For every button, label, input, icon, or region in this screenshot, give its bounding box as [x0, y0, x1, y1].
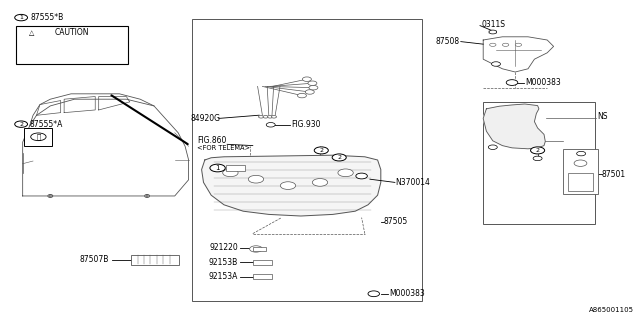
Circle shape [489, 30, 497, 34]
Text: FIG.930: FIG.930 [291, 120, 321, 129]
Circle shape [506, 80, 518, 85]
Circle shape [309, 85, 318, 90]
Circle shape [250, 246, 262, 252]
Circle shape [356, 173, 367, 179]
Circle shape [533, 156, 542, 161]
Circle shape [312, 179, 328, 186]
Text: 2: 2 [19, 122, 23, 127]
Circle shape [31, 133, 46, 141]
Bar [226, 165, 245, 171]
Bar [253, 274, 272, 279]
Text: 2: 2 [319, 148, 323, 153]
Ellipse shape [48, 195, 52, 197]
Circle shape [259, 116, 264, 118]
Circle shape [490, 43, 496, 46]
Text: 87508: 87508 [435, 37, 460, 46]
Text: NS: NS [597, 113, 607, 122]
Circle shape [210, 164, 225, 172]
Circle shape [263, 116, 268, 118]
Circle shape [574, 160, 587, 166]
Text: △: △ [29, 30, 35, 36]
Circle shape [271, 116, 276, 118]
Circle shape [15, 14, 28, 21]
Text: <FOR TELEMA>: <FOR TELEMA> [197, 145, 250, 151]
Text: 0311S: 0311S [481, 20, 506, 28]
Circle shape [248, 175, 264, 183]
Ellipse shape [146, 195, 148, 197]
Circle shape [303, 77, 312, 81]
Text: 87555*B: 87555*B [30, 13, 63, 22]
Bar [568, 173, 593, 191]
Circle shape [515, 43, 522, 46]
Circle shape [488, 145, 497, 149]
Text: 87555*A: 87555*A [29, 120, 63, 129]
Circle shape [577, 151, 586, 156]
Text: 87507B: 87507B [79, 255, 109, 264]
Text: M000383: M000383 [525, 78, 561, 87]
Text: 2: 2 [536, 148, 540, 153]
Text: 921220: 921220 [209, 244, 238, 252]
Circle shape [268, 116, 273, 118]
Bar [483, 102, 595, 224]
Ellipse shape [49, 195, 51, 197]
Circle shape [280, 182, 296, 189]
Circle shape [314, 147, 328, 154]
Circle shape [338, 169, 353, 177]
Circle shape [368, 291, 380, 297]
Circle shape [298, 93, 307, 98]
Bar [253, 247, 266, 251]
Text: CAUTION: CAUTION [54, 28, 89, 37]
Text: FIG.860: FIG.860 [197, 136, 227, 145]
Text: 84920G: 84920G [191, 114, 221, 123]
Circle shape [332, 154, 346, 161]
Bar [563, 149, 598, 194]
Circle shape [266, 123, 275, 127]
Bar [192, 19, 422, 301]
Text: 92153A: 92153A [209, 272, 238, 281]
Text: 2: 2 [337, 155, 341, 160]
Circle shape [492, 62, 500, 66]
Circle shape [15, 121, 28, 127]
Circle shape [223, 169, 238, 177]
Text: A865001105: A865001105 [589, 307, 634, 313]
Ellipse shape [145, 195, 150, 197]
Text: 🔑: 🔑 [36, 133, 40, 140]
Polygon shape [202, 155, 381, 216]
Text: 87501: 87501 [602, 170, 626, 179]
Text: 1: 1 [19, 15, 23, 20]
Bar [253, 260, 272, 265]
Polygon shape [483, 104, 545, 149]
Circle shape [502, 43, 509, 46]
Circle shape [305, 90, 314, 94]
Circle shape [308, 81, 317, 85]
Circle shape [531, 147, 545, 154]
Text: N370014: N370014 [396, 178, 430, 187]
Bar [24, 128, 52, 146]
Text: M000383: M000383 [389, 289, 425, 298]
Bar [131, 255, 179, 265]
Text: 92153B: 92153B [209, 258, 238, 267]
Text: 87505: 87505 [384, 217, 408, 226]
Text: 1: 1 [215, 165, 220, 171]
Bar [16, 26, 128, 64]
